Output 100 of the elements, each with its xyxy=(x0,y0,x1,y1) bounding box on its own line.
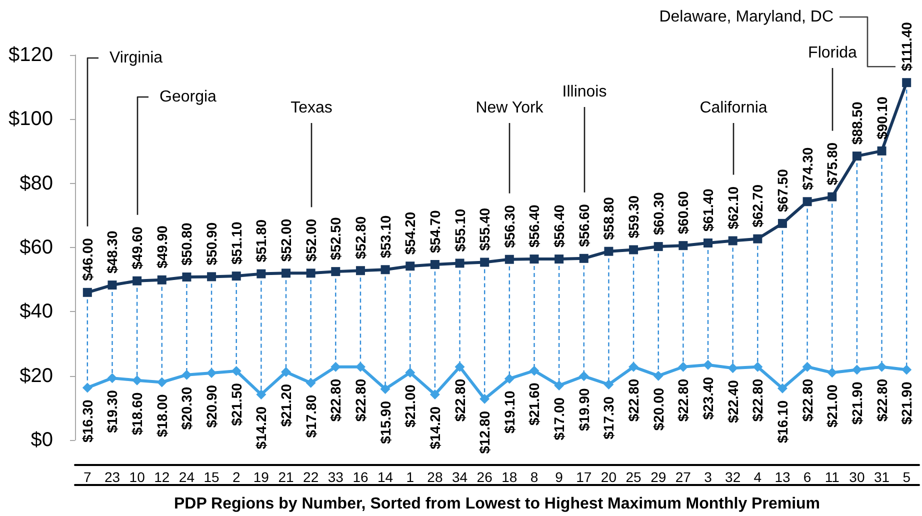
data-label: $54.70 xyxy=(426,210,443,254)
point xyxy=(554,254,564,264)
point xyxy=(430,260,440,270)
x-tick-label: 14 xyxy=(378,469,394,485)
data-label: $21.00 xyxy=(402,384,418,428)
point xyxy=(704,238,712,248)
point xyxy=(380,265,390,274)
point xyxy=(82,288,92,297)
x-tick-label: 11 xyxy=(824,469,840,485)
point xyxy=(604,379,614,390)
point xyxy=(902,78,912,88)
point xyxy=(628,362,639,372)
data-label: $19.30 xyxy=(104,390,120,433)
data-label: $20.90 xyxy=(204,384,220,428)
data-label: $56.40 xyxy=(551,204,568,248)
point xyxy=(777,383,788,394)
data-label: $56.30 xyxy=(501,204,518,248)
point xyxy=(107,373,118,384)
point xyxy=(207,272,216,282)
data-label: $17.80 xyxy=(302,394,319,438)
point xyxy=(480,258,490,267)
point xyxy=(132,375,142,386)
data-label: $52.00 xyxy=(278,218,294,262)
data-label: $56.40 xyxy=(526,204,542,248)
x-tick-label: 16 xyxy=(352,469,368,485)
point xyxy=(877,146,886,156)
y-tick-label: $0 xyxy=(30,429,53,451)
data-label: $59.30 xyxy=(626,195,642,238)
data-label: $61.40 xyxy=(700,188,716,232)
data-label: $62.70 xyxy=(750,184,766,228)
point xyxy=(852,364,862,375)
data-label: $51.10 xyxy=(228,222,244,265)
x-tick-label: 27 xyxy=(675,469,692,485)
data-label: $48.30 xyxy=(104,230,120,274)
data-label: $56.60 xyxy=(576,204,592,247)
point xyxy=(282,268,290,278)
data-label: $51.80 xyxy=(253,219,270,262)
point xyxy=(356,266,365,276)
point xyxy=(654,242,663,252)
data-label: $17.00 xyxy=(551,397,568,440)
annotation: Virginia xyxy=(110,50,163,66)
x-tick-label: 33 xyxy=(328,469,344,485)
data-label: $22.80 xyxy=(750,378,766,422)
data-label: $21.90 xyxy=(848,382,865,425)
x-tick-label: 21 xyxy=(278,469,294,485)
point xyxy=(678,241,688,250)
data-label: $16.10 xyxy=(774,400,790,444)
data-label: $18.00 xyxy=(154,394,170,438)
x-tick-label: 18 xyxy=(502,469,518,485)
data-label: $111.40 xyxy=(898,22,915,72)
point xyxy=(157,275,166,284)
data-label: $22.80 xyxy=(328,378,344,422)
data-label: $15.90 xyxy=(377,400,394,444)
data-label: $54.20 xyxy=(402,212,418,255)
data-label: $22.80 xyxy=(452,378,468,422)
point xyxy=(529,366,540,376)
data-label: $55.10 xyxy=(452,208,468,252)
point xyxy=(256,269,266,278)
annotation: Georgia xyxy=(160,88,217,106)
x-tick-label: 6 xyxy=(803,469,812,485)
data-label: $50.90 xyxy=(204,222,220,266)
data-label: $21.50 xyxy=(228,382,244,426)
data-label: $14.20 xyxy=(426,406,443,450)
point xyxy=(876,362,887,372)
data-label: $21.90 xyxy=(898,382,915,425)
x-tick-label: 24 xyxy=(178,469,195,485)
point xyxy=(827,368,838,378)
x-tick-label: 10 xyxy=(129,469,146,485)
annotation: California xyxy=(700,100,768,116)
x-tick-label: 15 xyxy=(204,469,220,485)
data-label: $49.60 xyxy=(129,226,146,270)
x-tick-label: 23 xyxy=(104,469,120,485)
data-label: $19.10 xyxy=(501,390,518,434)
point xyxy=(852,152,862,161)
point xyxy=(578,371,589,382)
data-label: $14.20 xyxy=(253,406,270,450)
data-label: $22.80 xyxy=(874,378,890,422)
x-tick-label: 4 xyxy=(754,469,762,485)
data-label: $50.80 xyxy=(178,222,195,266)
point xyxy=(678,362,688,372)
x-tick-label: 29 xyxy=(650,469,666,485)
data-label: $20.00 xyxy=(650,388,666,431)
point xyxy=(406,262,415,271)
data-label: $22.80 xyxy=(626,378,642,422)
x-tick-label: 26 xyxy=(476,469,493,485)
point xyxy=(653,370,664,381)
data-label: $16.30 xyxy=(79,400,96,443)
point xyxy=(330,362,341,372)
data-label: $17.30 xyxy=(600,396,617,440)
point xyxy=(728,236,738,246)
data-label: $20.30 xyxy=(178,386,195,430)
data-label: $52.50 xyxy=(328,217,344,260)
data-label: $12.80 xyxy=(476,410,493,454)
x-tick-label: 20 xyxy=(600,469,617,485)
point xyxy=(331,267,340,276)
point xyxy=(256,389,266,400)
point xyxy=(232,272,241,281)
annotation: Texas xyxy=(290,100,332,116)
point xyxy=(206,368,217,378)
point xyxy=(355,362,366,372)
